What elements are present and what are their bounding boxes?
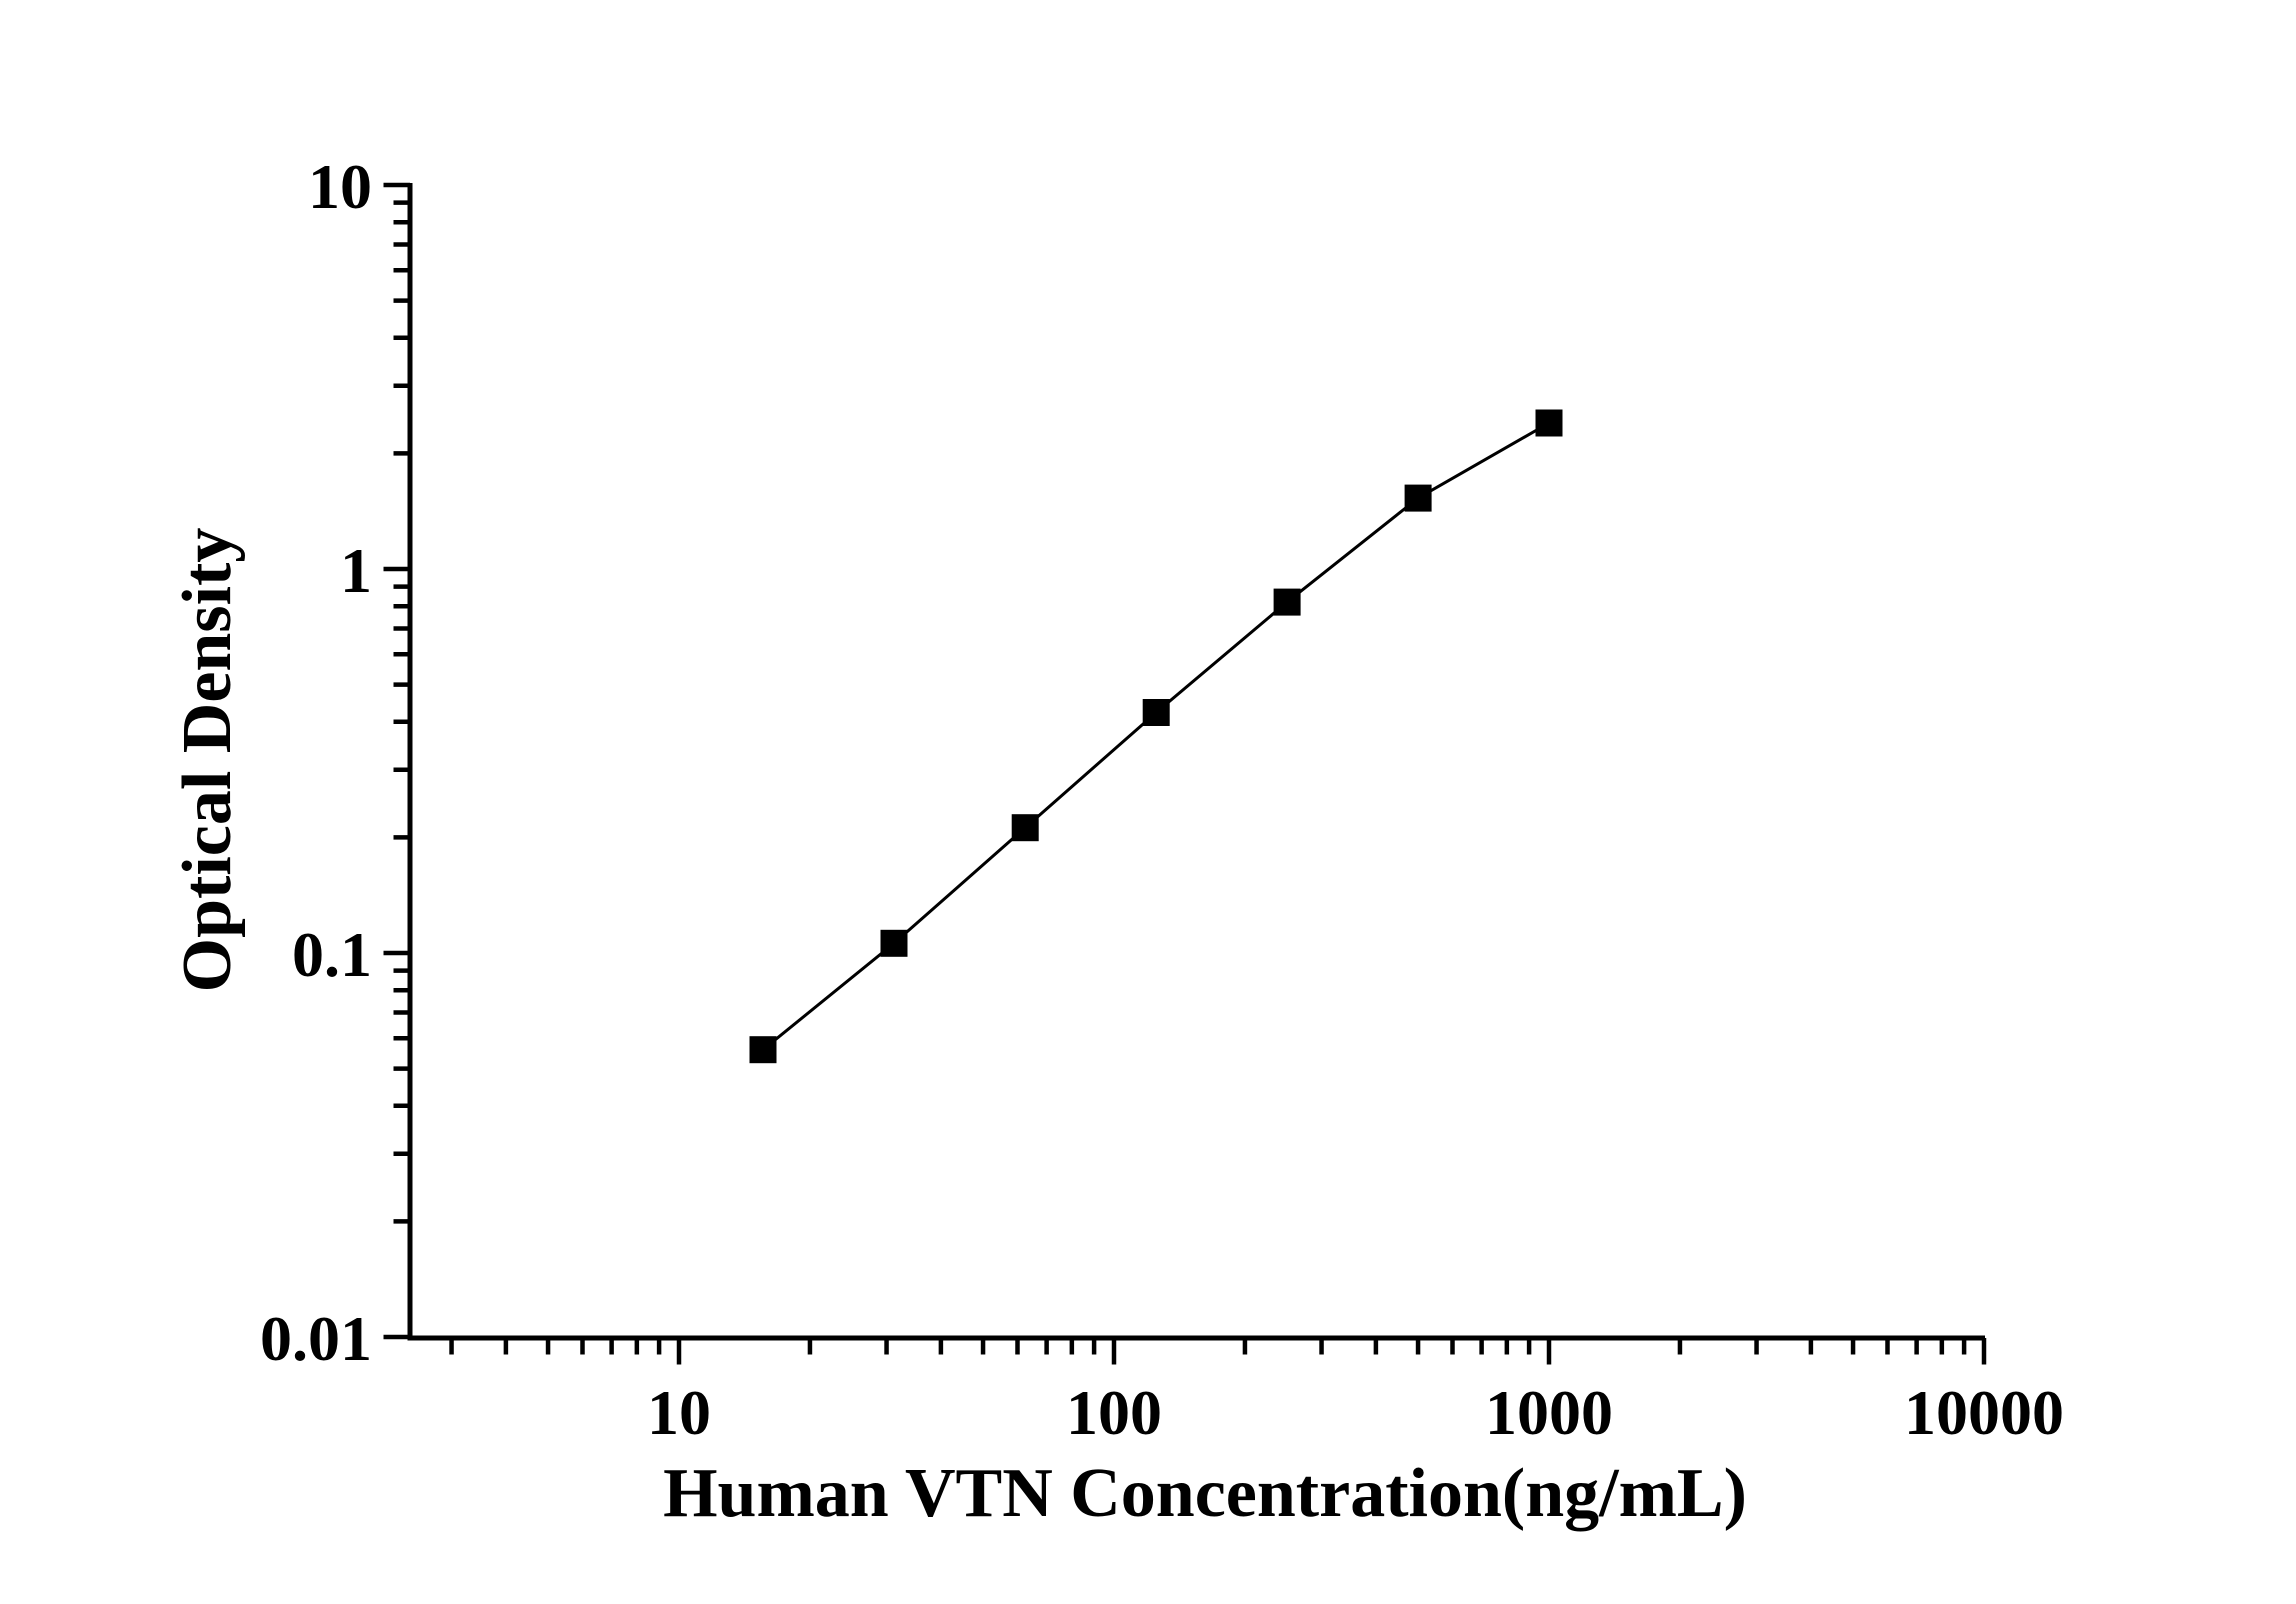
data-point-marker	[1404, 484, 1432, 512]
y-tick-label: 1	[340, 535, 372, 606]
y-tick-label: 10	[308, 151, 372, 222]
data-point-marker	[1142, 699, 1170, 726]
y-axis-title: Optical Density	[169, 527, 246, 993]
data-point-marker	[1535, 409, 1563, 437]
y-tick-label: 0.1	[292, 919, 372, 990]
x-tick-label: 100	[1066, 1377, 1162, 1448]
data-point-marker	[749, 1036, 777, 1064]
data-point-marker	[1011, 814, 1039, 842]
x-tick-label: 1000	[1485, 1377, 1613, 1448]
x-tick-label: 10	[647, 1377, 711, 1448]
data-point-marker	[880, 929, 908, 957]
y-tick-label: 0.01	[260, 1303, 372, 1374]
data-point-marker	[1273, 588, 1301, 616]
x-axis-title: Human VTN Concentration(ng/mL)	[663, 1455, 1747, 1532]
x-tick-label: 10000	[1904, 1377, 2064, 1448]
